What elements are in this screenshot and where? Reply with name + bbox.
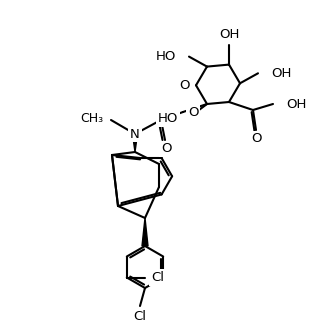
Text: O: O — [161, 143, 171, 155]
Text: OH: OH — [271, 67, 291, 80]
Text: O: O — [188, 106, 199, 118]
Text: O: O — [252, 133, 262, 146]
Text: O: O — [180, 79, 190, 92]
Text: OH: OH — [219, 28, 239, 41]
Text: Cl: Cl — [151, 271, 164, 284]
Text: OH: OH — [286, 97, 306, 111]
Text: HO: HO — [156, 50, 176, 63]
Text: HO: HO — [158, 113, 178, 125]
Text: CH₃: CH₃ — [80, 112, 103, 124]
Polygon shape — [133, 134, 138, 152]
Text: N: N — [130, 127, 140, 141]
Text: Cl: Cl — [134, 310, 147, 322]
Polygon shape — [142, 218, 148, 246]
